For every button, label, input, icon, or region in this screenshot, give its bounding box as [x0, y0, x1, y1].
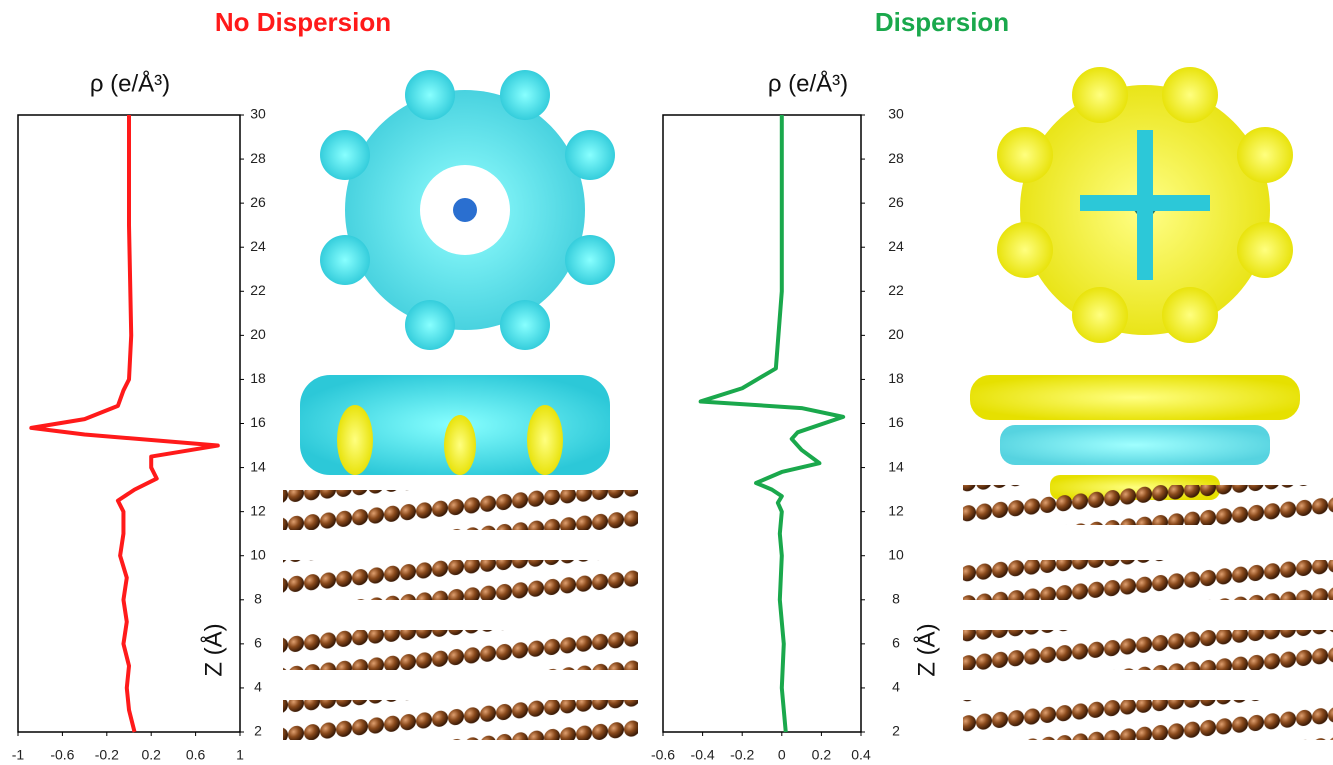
figure: No Dispersion ρ (e/Å³) Z (Å) -1 -0.6 -0.2 0.2 0…	[0, 0, 1333, 765]
x-tick-label: 0.6	[186, 747, 206, 763]
y-tick-label: 10	[888, 546, 904, 562]
y-tick-label: 20	[250, 326, 266, 342]
y-tick-label: 12	[888, 502, 904, 518]
x-tick-label: 0.2	[812, 747, 832, 763]
y-tick-label: 16	[888, 414, 904, 430]
x-tick-label: -0.4	[691, 747, 715, 763]
plot-frame	[663, 115, 861, 732]
y-tick-label: 12	[250, 502, 266, 518]
y-tick-label: 14	[888, 458, 904, 474]
y-tick-label: 28	[250, 150, 266, 166]
y-axis-label: Z (Å)	[199, 623, 227, 676]
y-tick-label: 8	[892, 590, 900, 606]
y-tick-label: 24	[250, 238, 266, 254]
cu-slab-right	[963, 485, 1333, 740]
y-tick-label: 22	[888, 282, 904, 298]
x-tick-label: -1	[12, 747, 25, 763]
x-tick-label: 0	[778, 747, 786, 763]
y-tick-label: 14	[250, 458, 266, 474]
y-tick-label: 8	[254, 590, 262, 606]
y-tick-label: 24	[888, 238, 904, 254]
y-tick-label: 18	[250, 370, 266, 386]
molecule-right	[970, 67, 1300, 500]
x-tick-label: 0.2	[141, 747, 161, 763]
x-tick-label: 1	[236, 747, 244, 763]
y-tick-label: 20	[888, 326, 904, 342]
x-tick-label: -0.2	[95, 747, 119, 763]
y-tick-label: 2	[892, 723, 900, 739]
y-tick-label: 22	[250, 282, 266, 298]
y-tick-label: 30	[888, 106, 904, 122]
x-tick-label: 0.4	[851, 747, 871, 763]
y-tick-label: 6	[892, 635, 900, 651]
molecule-left	[300, 70, 615, 475]
chart-title: No Dispersion	[215, 7, 391, 37]
chart-title: Dispersion	[875, 7, 1009, 37]
y-tick-label: 4	[892, 679, 900, 695]
y-tick-label: 26	[250, 194, 266, 210]
x-tick-label: -0.6	[651, 747, 675, 763]
y-tick-label: 18	[888, 370, 904, 386]
x-tick-label: -0.6	[50, 747, 74, 763]
y-tick-label: 30	[250, 106, 266, 122]
y-tick-label: 16	[250, 414, 266, 430]
y-tick-label: 28	[888, 150, 904, 166]
x-axis-label: ρ (e/Å³)	[768, 69, 848, 97]
x-axis-label: ρ (e/Å³)	[90, 69, 170, 97]
density-line	[701, 115, 844, 732]
y-tick-label: 2	[254, 723, 262, 739]
y-tick-label: 6	[254, 635, 262, 651]
y-axis-label: Z (Å)	[912, 623, 940, 676]
x-tick-label: -0.2	[730, 747, 754, 763]
cu-slab-left	[283, 490, 638, 740]
y-tick-label: 4	[254, 679, 262, 695]
y-tick-label: 10	[250, 546, 266, 562]
density-line	[31, 115, 217, 732]
y-tick-label: 26	[888, 194, 904, 210]
